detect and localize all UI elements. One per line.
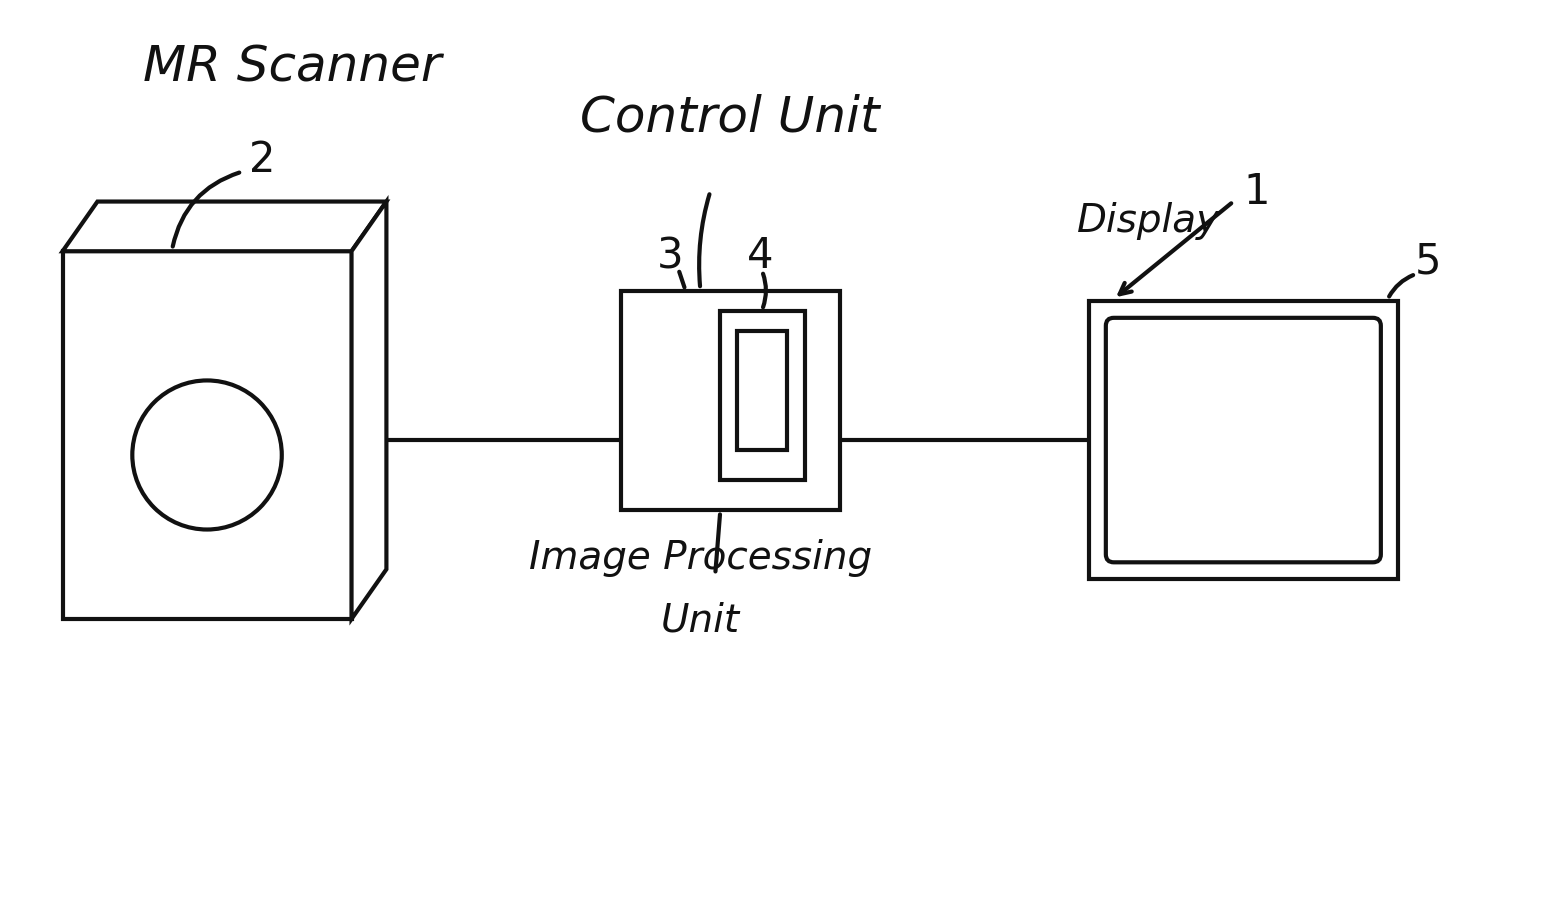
Bar xyxy=(737,331,787,450)
Text: Control Unit: Control Unit xyxy=(581,93,880,141)
Text: 3: 3 xyxy=(657,235,684,277)
Bar xyxy=(62,252,351,619)
Polygon shape xyxy=(351,201,387,619)
Text: 4: 4 xyxy=(746,235,773,277)
FancyBboxPatch shape xyxy=(1105,318,1381,562)
Bar xyxy=(720,311,805,480)
Text: MR Scanner: MR Scanner xyxy=(142,43,440,91)
Ellipse shape xyxy=(133,381,283,529)
Text: Image Processing
Unit: Image Processing Unit xyxy=(529,539,873,640)
Text: 5: 5 xyxy=(1414,240,1441,282)
Bar xyxy=(621,291,840,510)
Polygon shape xyxy=(62,201,387,252)
Bar xyxy=(1090,301,1397,579)
Text: 1: 1 xyxy=(1243,170,1269,213)
Text: Display: Display xyxy=(1077,202,1221,241)
Text: 2: 2 xyxy=(248,139,275,180)
